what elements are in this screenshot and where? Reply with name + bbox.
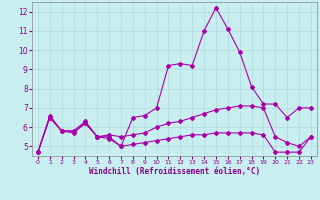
X-axis label: Windchill (Refroidissement éolien,°C): Windchill (Refroidissement éolien,°C) xyxy=(89,167,260,176)
